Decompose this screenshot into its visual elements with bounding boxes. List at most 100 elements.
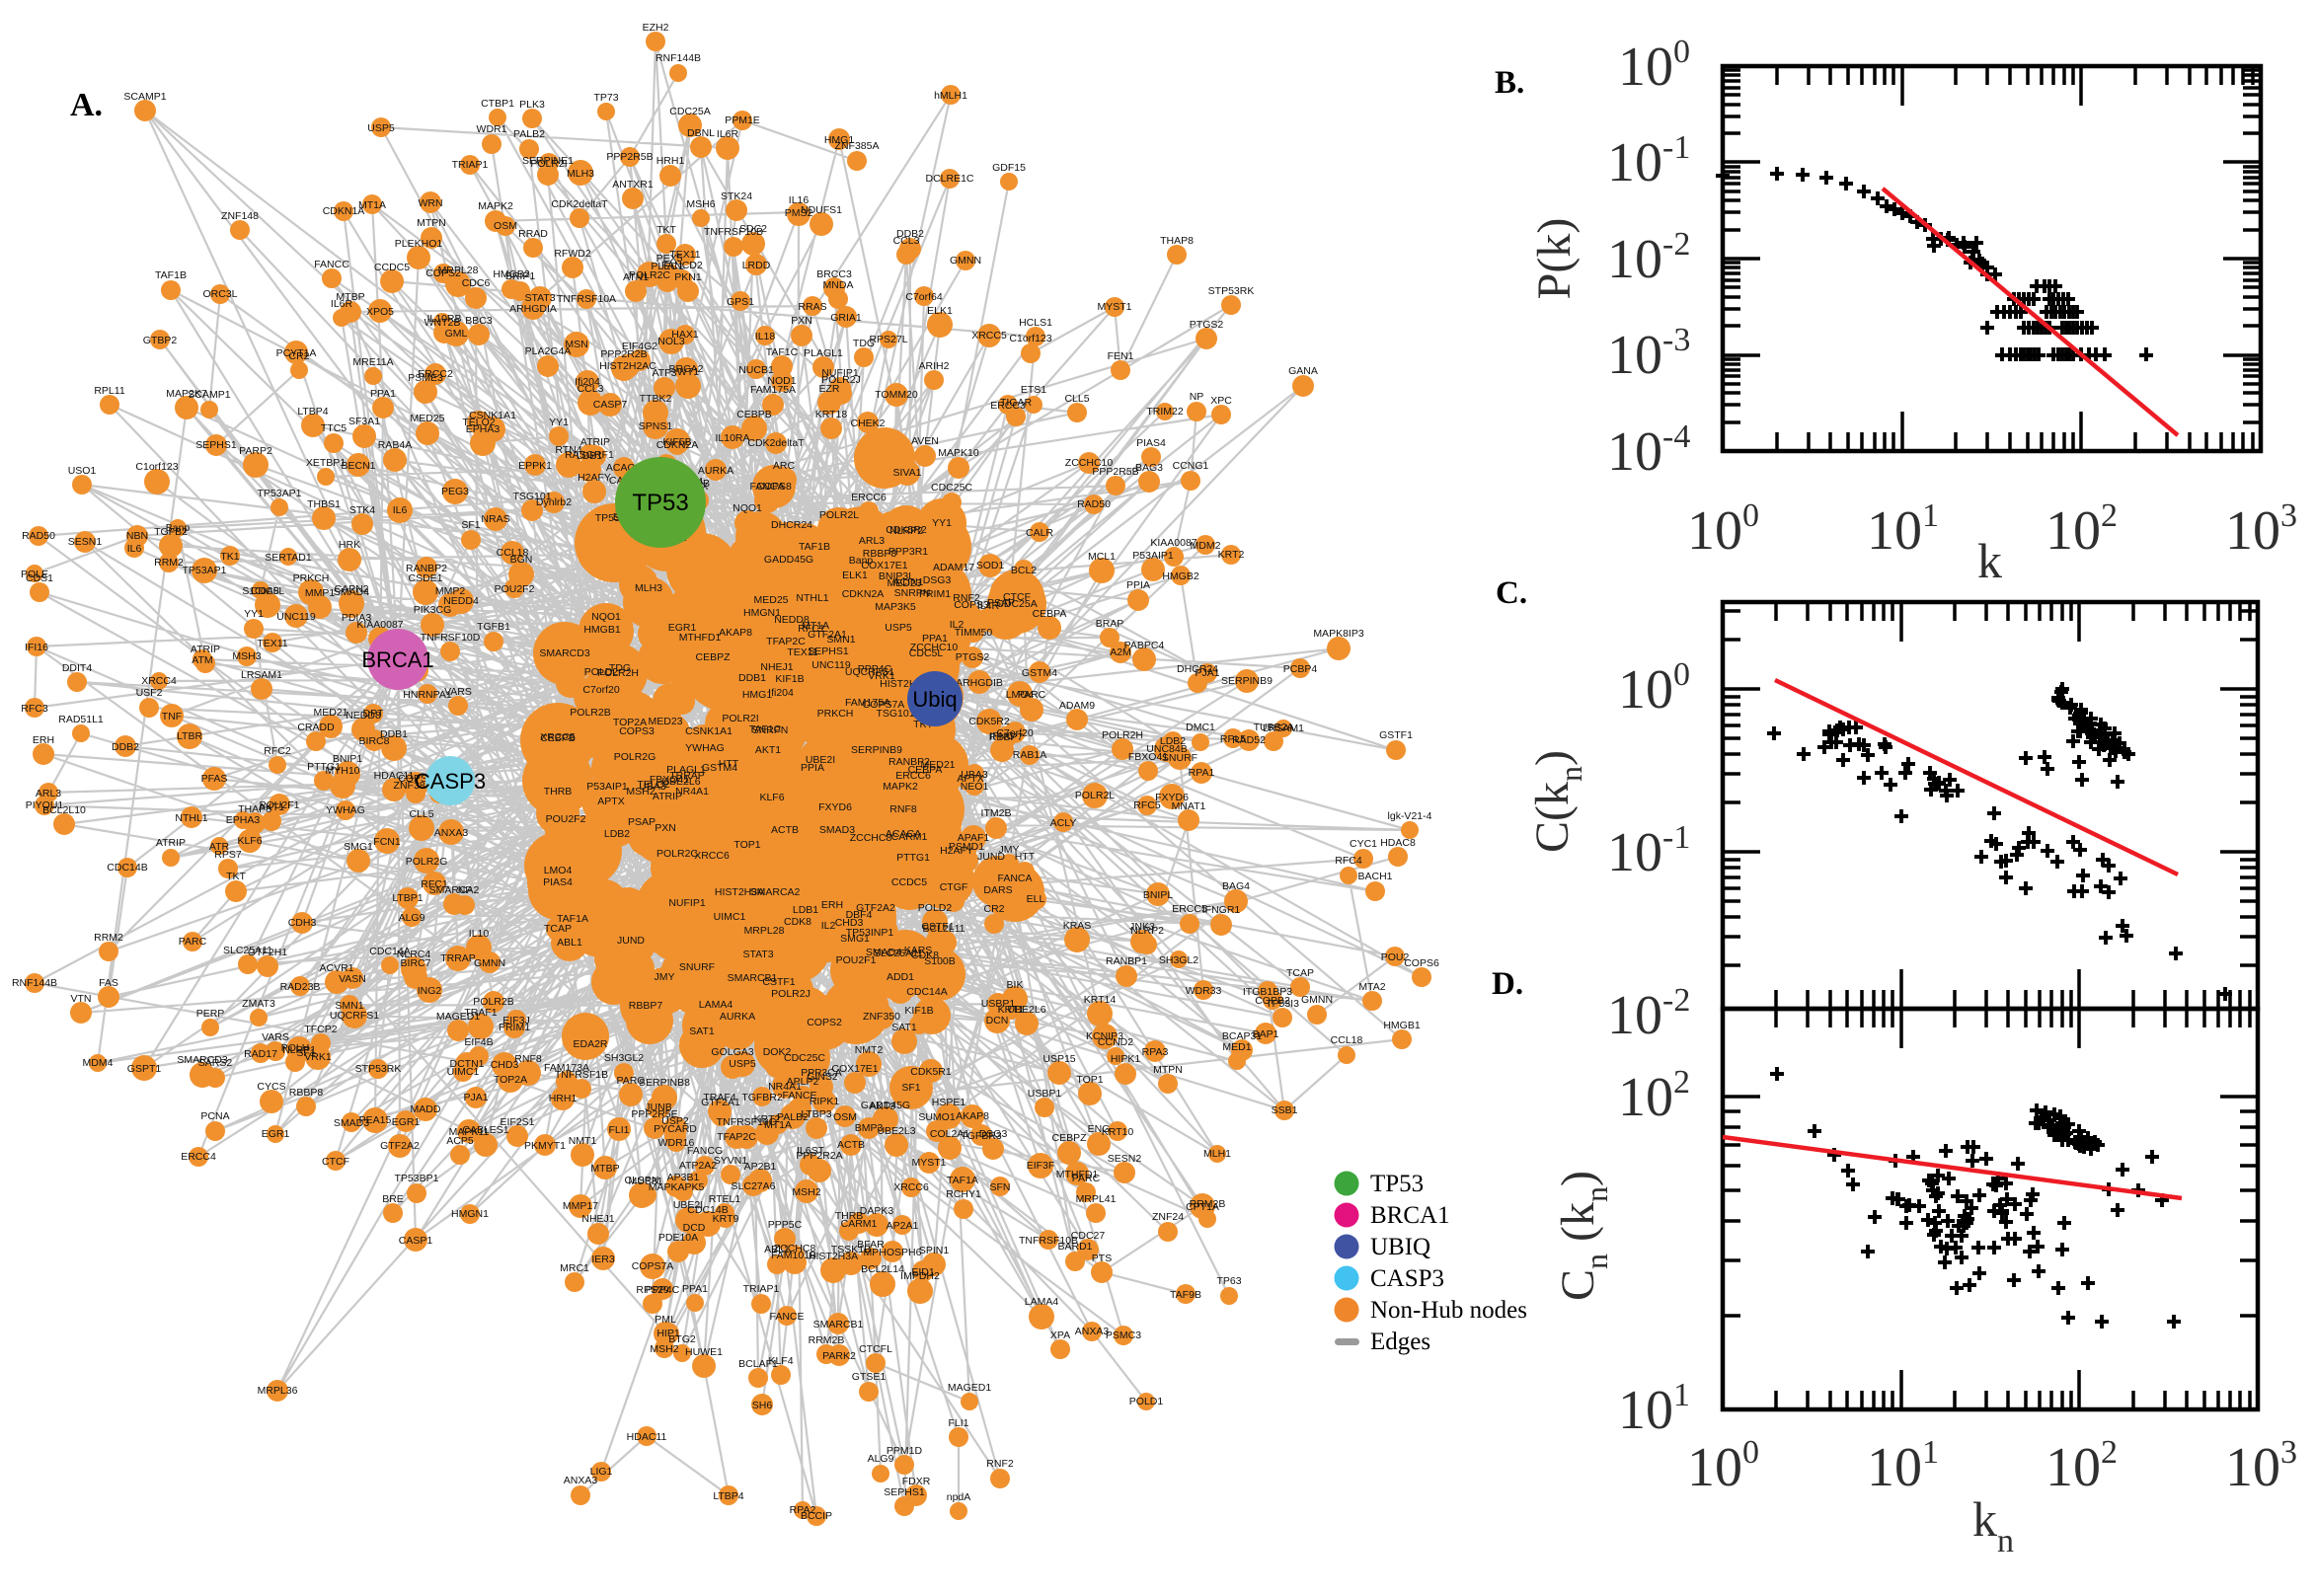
- svg-text:CYCS: CYCS: [257, 1081, 285, 1093]
- svg-text:PLAGL1: PLAGL1: [666, 764, 706, 776]
- svg-text:TP53BP1: TP53BP1: [395, 1173, 439, 1184]
- svg-text:EGR1: EGR1: [668, 622, 697, 634]
- svg-text:C7orf20: C7orf20: [996, 727, 1034, 739]
- svg-text:PLEC1: PLEC1: [651, 261, 683, 272]
- svg-text:OSM: OSM: [833, 1111, 857, 1123]
- svg-text:KIAA0087: KIAA0087: [356, 619, 403, 631]
- svg-text:RAD52: RAD52: [1232, 734, 1266, 746]
- svg-text:SMARCB1: SMARCB1: [813, 1319, 864, 1330]
- svg-text:ZNF148: ZNF148: [221, 210, 259, 222]
- svg-text:MTA2: MTA2: [1358, 981, 1385, 993]
- svg-text:PRIM1: PRIM1: [919, 588, 951, 600]
- svg-text:10-3: 10-3: [1607, 322, 1690, 386]
- svg-text:CDC27: CDC27: [1071, 1230, 1106, 1242]
- svg-text:IL2: IL2: [950, 619, 965, 631]
- svg-text:YWHAG: YWHAG: [326, 804, 365, 816]
- svg-text:LTBP4: LTBP4: [297, 406, 328, 418]
- svg-text:GSTF1: GSTF1: [1379, 729, 1413, 741]
- svg-text:FCN1: FCN1: [373, 836, 401, 848]
- svg-text:TSSK1B: TSSK1B: [831, 1244, 871, 1255]
- svg-text:KLF4: KLF4: [768, 1355, 793, 1367]
- svg-text:CRADD: CRADD: [297, 722, 335, 733]
- svg-text:ACTB: ACTB: [771, 824, 799, 836]
- svg-text:HMG1: HMG1: [742, 689, 772, 701]
- svg-text:ACACA: ACACA: [886, 828, 921, 840]
- svg-text:TDG: TDG: [609, 662, 631, 674]
- svg-text:DCD: DCD: [683, 1222, 706, 1234]
- svg-text:GTF2H1: GTF2H1: [248, 947, 287, 958]
- svg-text:SF1: SF1: [461, 519, 480, 531]
- svg-text:TIGAR: TIGAR: [1000, 397, 1033, 409]
- svg-text:JMY: JMY: [655, 971, 675, 983]
- svg-text:ELK1: ELK1: [842, 570, 868, 581]
- svg-text:FANCC: FANCC: [314, 259, 349, 270]
- svg-text:CDC14A: CDC14A: [369, 946, 410, 957]
- svg-text:UBE2I: UBE2I: [673, 1199, 703, 1211]
- svg-text:RCHY1: RCHY1: [946, 1188, 981, 1200]
- svg-text:TNF: TNF: [162, 711, 182, 722]
- svg-text:TGFB1: TGFB1: [477, 621, 510, 633]
- svg-text:MSH3: MSH3: [232, 650, 261, 662]
- svg-text:HDAC11: HDAC11: [374, 770, 415, 782]
- svg-text:HMGN1: HMGN1: [743, 607, 781, 619]
- svg-text:WDR16: WDR16: [658, 1137, 695, 1149]
- svg-text:CDK2deltaT: CDK2deltaT: [747, 437, 805, 449]
- svg-text:TAF1B: TAF1B: [799, 541, 830, 553]
- svg-text:MAPK11: MAPK11: [449, 1126, 490, 1138]
- svg-text:ZNF350: ZNF350: [863, 1011, 900, 1023]
- svg-text:Ifi204: Ifi204: [575, 376, 600, 388]
- svg-text:POLR2B: POLR2B: [570, 707, 610, 719]
- svg-text:UIMC1: UIMC1: [714, 911, 746, 923]
- svg-text:MAPKAPK5: MAPKAPK5: [649, 1181, 705, 1193]
- svg-text:TAF1C: TAF1C: [749, 723, 782, 735]
- svg-text:MED21: MED21: [920, 759, 955, 771]
- svg-text:P53AIP1: P53AIP1: [1132, 550, 1174, 562]
- svg-text:DHCR24: DHCR24: [771, 519, 812, 531]
- svg-text:TAF9B: TAF9B: [1170, 1289, 1201, 1301]
- svg-text:FDXR: FDXR: [902, 1476, 931, 1487]
- svg-text:ERCC5: ERCC5: [1172, 903, 1207, 915]
- svg-text:RRM2B: RRM2B: [809, 1334, 845, 1346]
- svg-text:LTBP4: LTBP4: [713, 1490, 743, 1502]
- svg-text:NTHL1: NTHL1: [175, 812, 207, 824]
- svg-text:TNFRSF1B: TNFRSF1B: [555, 1069, 608, 1081]
- svg-text:BECN1: BECN1: [341, 460, 375, 472]
- svg-text:POLD1: POLD1: [1129, 1396, 1164, 1407]
- svg-text:USP5: USP5: [885, 622, 912, 634]
- svg-text:IFI16: IFI16: [25, 642, 48, 653]
- svg-text:TNFRSF10C: TNFRSF10C: [717, 1116, 777, 1128]
- svg-text:Edges: Edges: [1370, 1329, 1430, 1355]
- svg-text:FANCE: FANCE: [782, 1090, 816, 1102]
- svg-text:VASN: VASN: [339, 973, 366, 985]
- svg-text:CDC25C: CDC25C: [931, 482, 972, 494]
- svg-text:SPIN1: SPIN1: [919, 1245, 950, 1256]
- svg-text:SERTAD1: SERTAD1: [265, 552, 312, 564]
- svg-text:MSH6: MSH6: [686, 198, 715, 210]
- svg-text:MT1A: MT1A: [764, 1119, 792, 1131]
- svg-text:RNF8: RNF8: [514, 1053, 542, 1065]
- svg-text:PPP4C: PPP4C: [646, 1284, 680, 1296]
- svg-text:COPS3: COPS3: [619, 725, 655, 737]
- svg-text:BAP1: BAP1: [1253, 1028, 1279, 1040]
- svg-text:POLD2: POLD2: [918, 902, 953, 914]
- svg-text:PKMYT1: PKMYT1: [524, 1140, 566, 1152]
- svg-text:USBP1: USBP1: [981, 998, 1016, 1010]
- svg-text:NQO1: NQO1: [733, 502, 762, 514]
- svg-text:MT1A: MT1A: [358, 199, 386, 211]
- svg-text:DCLRE1C: DCLRE1C: [925, 173, 973, 185]
- svg-text:RBBP8: RBBP8: [863, 548, 897, 560]
- svg-text:DOK2: DOK2: [763, 1046, 792, 1058]
- svg-text:ARC: ARC: [773, 460, 796, 472]
- svg-text:CDC14A: CDC14A: [906, 986, 947, 998]
- svg-text:TAF1A: TAF1A: [947, 1175, 978, 1186]
- svg-text:TOP1: TOP1: [1076, 1074, 1103, 1086]
- svg-text:ERH: ERH: [821, 899, 843, 911]
- svg-text:RFC5: RFC5: [1133, 799, 1161, 811]
- svg-text:BCLAF1: BCLAF1: [738, 1358, 778, 1370]
- svg-text:CDKN2A: CDKN2A: [842, 588, 885, 600]
- svg-text:HMGB2: HMGB2: [1162, 570, 1199, 582]
- svg-text:STAT3: STAT3: [524, 292, 555, 304]
- svg-text:SMAD4: SMAD4: [866, 947, 901, 958]
- svg-text:EPPK1: EPPK1: [518, 460, 552, 472]
- svg-text:SMARCB1: SMARCB1: [728, 972, 778, 984]
